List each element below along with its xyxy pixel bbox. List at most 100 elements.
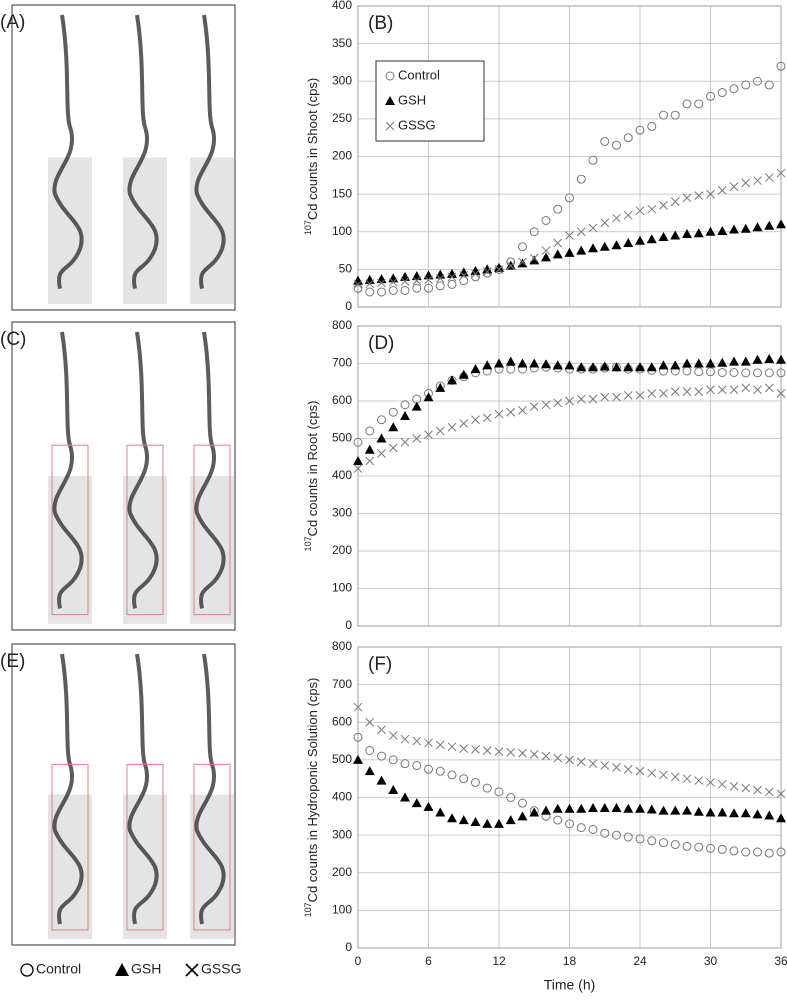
data-point (741, 368, 751, 378)
data-point (400, 411, 410, 420)
y-tick-label: 300 (332, 827, 352, 841)
data-point (694, 367, 704, 377)
data-point (541, 252, 551, 262)
data-point (529, 255, 540, 265)
data-point (682, 229, 692, 239)
plant (52, 14, 84, 290)
x-tick-label: 6 (425, 954, 432, 968)
data-point (459, 271, 469, 280)
data-point (600, 392, 610, 402)
plant (127, 653, 159, 925)
data-point (753, 368, 762, 378)
data-point (518, 406, 527, 415)
data-point (565, 193, 574, 203)
data-point (482, 267, 492, 276)
data-point (670, 772, 680, 782)
legend-marker (115, 963, 129, 976)
data-point (482, 818, 493, 828)
data-point (377, 449, 386, 458)
data-point (388, 755, 398, 765)
data-point (412, 283, 422, 293)
y-tick-label: 200 (332, 865, 352, 879)
data-point (494, 262, 504, 272)
data-point (623, 803, 634, 813)
data-point (705, 358, 716, 368)
data-point (471, 415, 480, 425)
y-axis-label: 107Cd counts in Hydroponic Solution (cps… (303, 678, 320, 918)
data-point (471, 269, 480, 279)
y-tick-label: 400 (332, 468, 352, 482)
data-point (400, 400, 410, 410)
data-point (682, 99, 692, 109)
legend-label: GSH (131, 961, 161, 977)
plant (194, 331, 226, 609)
data-point (482, 264, 493, 274)
data-point (353, 754, 363, 764)
data-point (776, 219, 786, 229)
y-tick-label: 200 (332, 149, 352, 163)
y-tick-label: 0 (345, 940, 352, 954)
data-point (753, 385, 762, 395)
data-point (753, 76, 762, 86)
data-point (494, 818, 504, 828)
data-point (494, 358, 504, 368)
data-point (388, 407, 398, 417)
data-point (729, 808, 739, 818)
data-point (599, 803, 610, 813)
data-point (717, 844, 727, 854)
data-point (611, 803, 622, 813)
data-point (670, 110, 680, 120)
data-point (659, 770, 668, 780)
y-axis-label-text: Cd counts in Hydroponic Solution (cps) (305, 678, 320, 903)
data-point (377, 415, 386, 425)
data-point (447, 813, 457, 823)
data-point (588, 394, 598, 404)
y-axis-label-sup: 107 (303, 536, 313, 551)
y-axis-label: 107Cd counts in Shoot (cps) (303, 78, 320, 235)
data-point (623, 362, 634, 372)
data-point (717, 779, 727, 789)
data-point (365, 426, 375, 436)
data-point (365, 745, 375, 755)
y-tick-label: 100 (332, 903, 352, 917)
data-point (694, 842, 704, 852)
data-point (612, 213, 621, 223)
data-point (659, 201, 668, 210)
data-point (364, 444, 375, 454)
legend-marker (385, 121, 395, 131)
data-point (588, 759, 598, 768)
x-axis-label: Time (h) (544, 977, 596, 993)
data-point (764, 220, 775, 230)
data-point (706, 91, 715, 101)
plant (194, 653, 226, 925)
data-point (706, 778, 715, 787)
data-point (423, 392, 434, 402)
data-point (670, 840, 680, 850)
data-point (506, 261, 516, 270)
data-point (635, 235, 645, 245)
data-point (424, 275, 433, 285)
y-tick-label: 350 (332, 36, 352, 50)
data-point (717, 88, 727, 98)
data-point (470, 265, 481, 275)
data-point (424, 283, 433, 293)
data-point (400, 437, 410, 447)
data-point (353, 456, 363, 465)
data-point (412, 736, 422, 746)
data-point (565, 819, 574, 829)
data-point (717, 385, 727, 395)
roi (51, 763, 89, 931)
data-point (776, 813, 786, 823)
data-point (741, 847, 751, 857)
data-point (529, 358, 540, 368)
data-point (565, 231, 574, 240)
legend-marker (385, 96, 395, 105)
data-point (576, 245, 587, 255)
data-point (741, 783, 751, 793)
data-point (753, 847, 762, 857)
data-point (552, 249, 563, 259)
data-point (647, 836, 657, 846)
data-point (646, 804, 657, 814)
data-point (377, 287, 386, 297)
data-point (752, 354, 763, 364)
